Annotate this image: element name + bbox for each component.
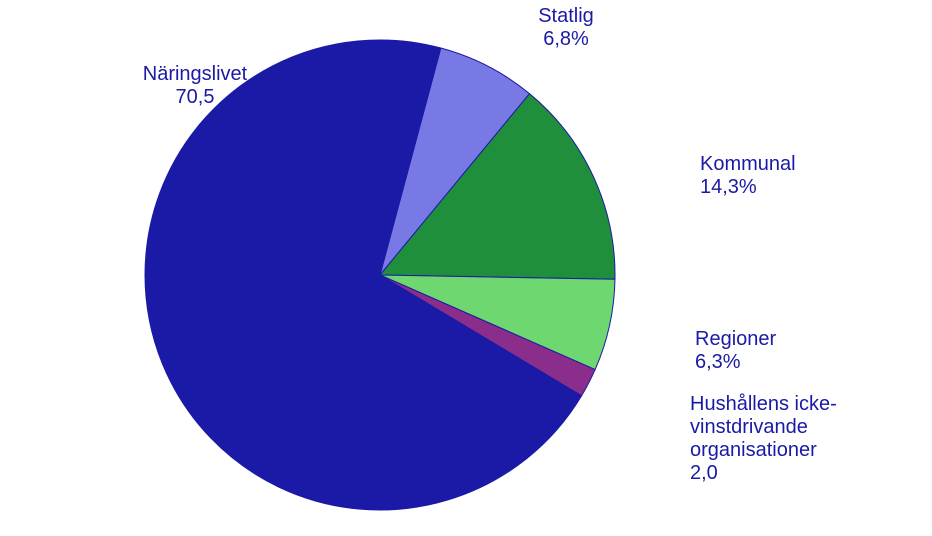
pie-chart: Statlig6,8% Kommunal14,3% Regioner6,3% Hush… bbox=[0, 0, 932, 536]
label-hushallens-line-1: vinstdrivande bbox=[690, 416, 808, 438]
label-kommunal-line-1: 14,3% bbox=[700, 176, 757, 198]
label-naringslivet-line-0: Näringslivet bbox=[143, 63, 248, 85]
label-regioner-line-1: 6,3% bbox=[695, 351, 741, 373]
label-hushallens-line-3: 2,0 bbox=[690, 462, 718, 484]
label-naringslivet-line-1: 70,5 bbox=[176, 86, 215, 108]
label-statlig-line-1: 6,8% bbox=[543, 28, 589, 50]
label-regioner-line-0: Regioner bbox=[695, 328, 777, 350]
label-hushallens-line-0: Hushållens icke- bbox=[690, 393, 837, 415]
label-statlig: Statlig6,8% bbox=[538, 5, 594, 50]
label-hushallens-line-2: organisationer bbox=[690, 439, 817, 461]
label-kommunal-line-0: Kommunal bbox=[700, 153, 796, 175]
label-statlig-line-0: Statlig bbox=[538, 5, 594, 27]
